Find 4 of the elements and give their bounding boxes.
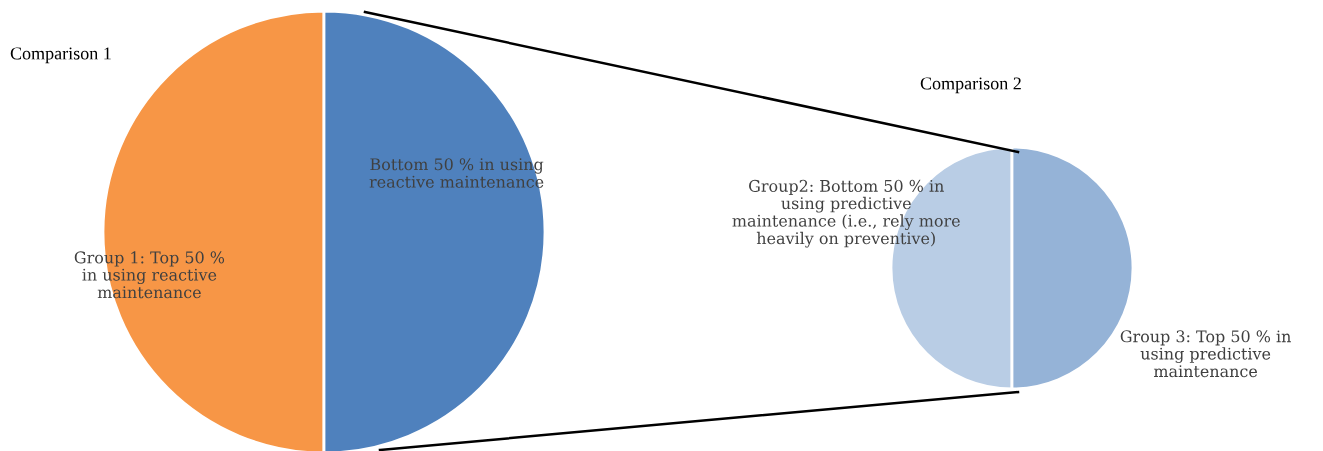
chart-title: Comparison 2 [920,77,1021,94]
slice-label: Group2: Bottom 50 % in using predictive maintenance (i.e., rely more heavily on preventive) [732,179,960,248]
slice-label: Group 3: Top 50 % in using predictive maintenance [1120,330,1291,378]
text: Comparison 1 [10,47,111,64]
